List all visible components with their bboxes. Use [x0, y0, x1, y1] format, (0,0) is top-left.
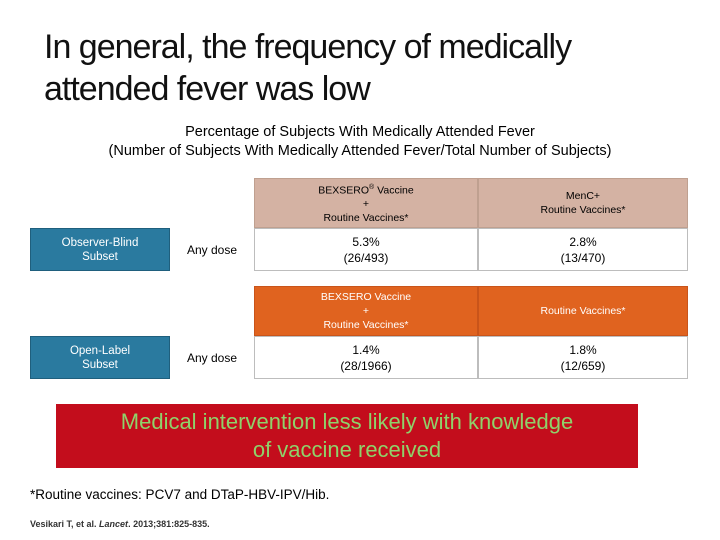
table2-col1-value: 1.4% (28/1966)	[254, 336, 478, 379]
chart-subtitle-2: (Number of Subjects With Medically Atten…	[108, 143, 612, 159]
slide-title: In general, the frequency of medically a…	[44, 26, 684, 110]
table1-col2-pct: 2.8%	[569, 234, 597, 249]
table1-col2-value: 2.8% (13/470)	[478, 228, 688, 271]
key-message-banner: Medical intervention less likely with kn…	[56, 404, 638, 468]
table2-row-label-l2: Subset	[82, 358, 118, 371]
citation: Vesikari T, et al. Lancet. 2013;381:825-…	[30, 518, 210, 530]
table1-col1-value: 5.3% (26/493)	[254, 228, 478, 271]
table1-row-label-l2: Subset	[82, 250, 118, 263]
title-line-1: In general, the frequency of medically	[44, 28, 572, 66]
table2-col2-pct: 1.8%	[569, 342, 597, 357]
table2-row-label-l1: Open-Label	[69, 344, 131, 357]
table1-col1-header-l3: Routine Vaccines*	[323, 212, 409, 225]
table1-col2-header: MenC+ Routine Vaccines*	[478, 178, 688, 228]
title-line-2: attended fever was low	[44, 70, 371, 108]
table2-col1-header-l3: Routine Vaccines*	[323, 319, 409, 331]
table1-dose: Any dose	[187, 243, 238, 257]
table2-col2-header: Routine Vaccines*	[478, 286, 688, 336]
table1-col2-header-l1: MenC+	[565, 190, 601, 202]
observer-blind-subset-label: Observer-Blind Subset	[30, 228, 170, 271]
table1-col1-header-l1-suffix: Vaccine	[374, 184, 414, 197]
table2-col1-n: (28/1966)	[340, 358, 392, 373]
table2-col1-header-l1: BEXSERO Vaccine	[320, 291, 412, 303]
chart-subtitle-1: Percentage of Subjects With Medically At…	[185, 124, 535, 140]
open-label-subset-label: Open-Label Subset	[30, 336, 170, 379]
table2-dose: Any dose	[187, 351, 238, 365]
table2-col2-header-text: Routine Vaccines*	[540, 305, 626, 317]
table2-col2-n: (12/659)	[560, 358, 606, 373]
citation-journal: Lancet	[99, 519, 129, 529]
registered-mark: ®	[369, 183, 375, 191]
citation-details: . 2013;381:825-835.	[128, 519, 210, 529]
table2-col1-pct: 1.4%	[352, 342, 380, 357]
table1-col2-header-l2: Routine Vaccines*	[540, 204, 626, 216]
table2-col2-value: 1.8% (12/659)	[478, 336, 688, 379]
table1-col1-n: (26/493)	[343, 250, 389, 265]
table1-col1-header: BEXSERO® Vaccine + Routine Vaccines*	[254, 178, 478, 228]
table1-col1-pct: 5.3%	[352, 234, 380, 249]
citation-authors: Vesikari T, et al.	[30, 519, 100, 529]
table1-col1-header-l2: +	[362, 198, 370, 211]
footnote: *Routine vaccines: PCV7 and DTaP-HBV-IPV…	[30, 487, 330, 502]
table2-col1-header-l2: +	[362, 305, 370, 317]
banner-line-2: of vaccine received	[252, 437, 442, 462]
table2-col1-header: BEXSERO Vaccine + Routine Vaccines*	[254, 286, 478, 336]
table1-row-label-l1: Observer-Blind	[61, 236, 139, 249]
banner-line-1: Medical intervention less likely with kn…	[120, 409, 574, 434]
table1-col2-n: (13/470)	[560, 250, 606, 265]
table1-col1-header-l1: BEXSERO	[318, 184, 370, 197]
